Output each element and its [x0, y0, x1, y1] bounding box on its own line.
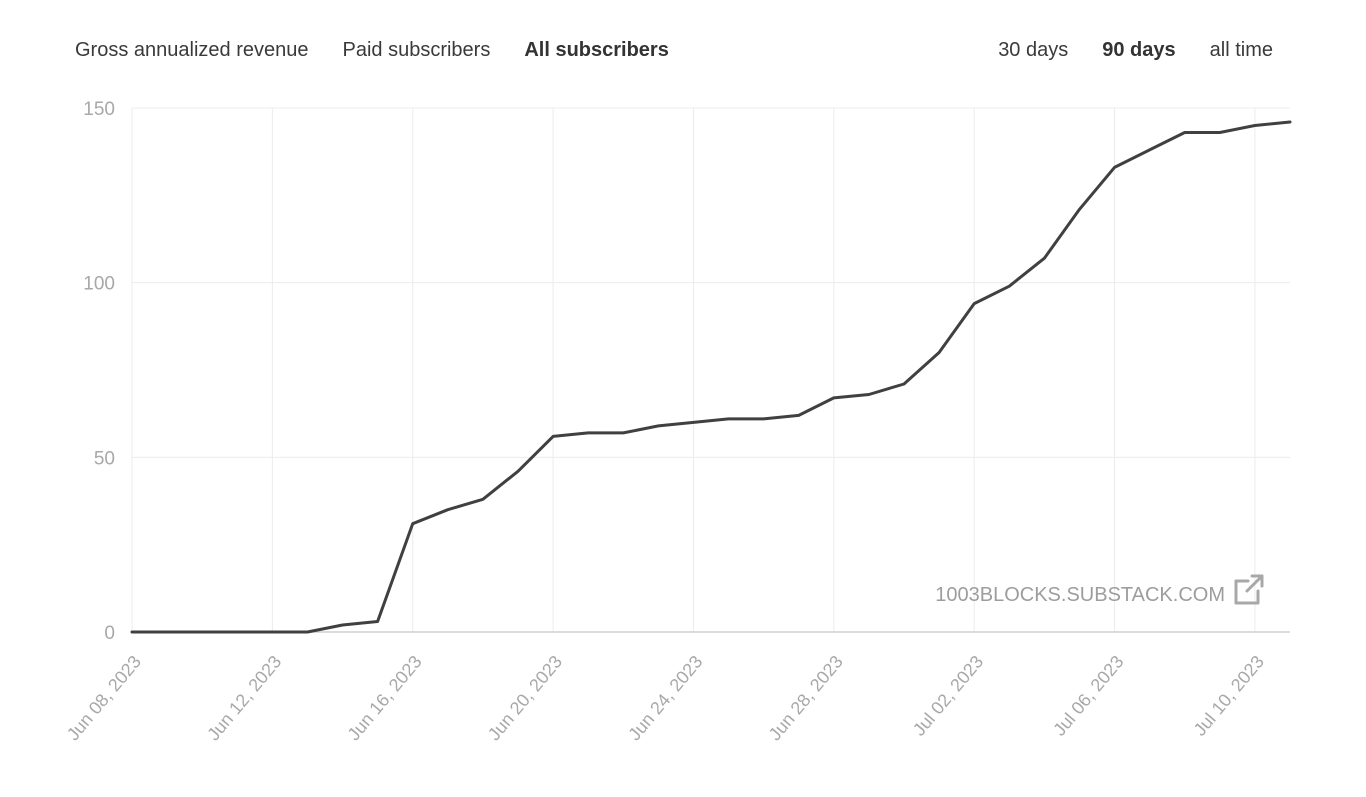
tab-paid-subscribers[interactable]: Paid subscribers [342, 39, 491, 61]
y-tick-label: 100 [83, 274, 115, 295]
tab-30-days[interactable]: 30 days [998, 39, 1069, 61]
x-tick-label: Jun 16, 2023 [344, 652, 426, 745]
tab-all-time[interactable]: all time [1209, 39, 1273, 61]
x-axis-ticks: Jun 08, 2023 Jun 12, 2023 Jun 16, 2023 Jun … [63, 652, 1268, 745]
x-tick-label: Jul 02, 2023 [909, 652, 987, 740]
external-link-icon[interactable] [1234, 574, 1264, 605]
x-tick-label: Jun 12, 2023 [203, 652, 285, 745]
x-tick-label: Jun 28, 2023 [765, 652, 847, 745]
chart-grid [131, 107, 1290, 632]
watermark[interactable]: 1003BLOCKS.SUBSTACK.COM [935, 574, 1264, 606]
series-line-all-subscribers [130, 120, 1292, 634]
y-tick-label: 150 [83, 99, 115, 120]
x-tick-label: Jul 10, 2023 [1190, 652, 1268, 740]
range-tabs: 30 days 90 days all time [964, 38, 1273, 62]
x-tick-label: Jul 06, 2023 [1049, 652, 1127, 740]
tab-gross-annualized-revenue[interactable]: Gross annualized revenue [75, 39, 309, 61]
y-tick-label: 0 [104, 623, 115, 644]
metric-tabs: Gross annualized revenue Paid subscriber… [75, 38, 703, 62]
y-tick-label: 50 [94, 448, 115, 469]
watermark-text[interactable]: 1003BLOCKS.SUBSTACK.COM [935, 584, 1225, 606]
x-tick-label: Jun 08, 2023 [63, 652, 145, 745]
y-axis-ticks: 0 50 100 150 [83, 99, 115, 644]
x-tick-label: Jun 20, 2023 [484, 652, 566, 745]
tab-all-subscribers[interactable]: All subscribers [524, 39, 669, 61]
chart-header: Gross annualized revenue Paid subscriber… [0, 0, 1366, 100]
x-tick-label: Jun 24, 2023 [624, 652, 706, 745]
tab-90-days[interactable]: 90 days [1102, 39, 1176, 61]
